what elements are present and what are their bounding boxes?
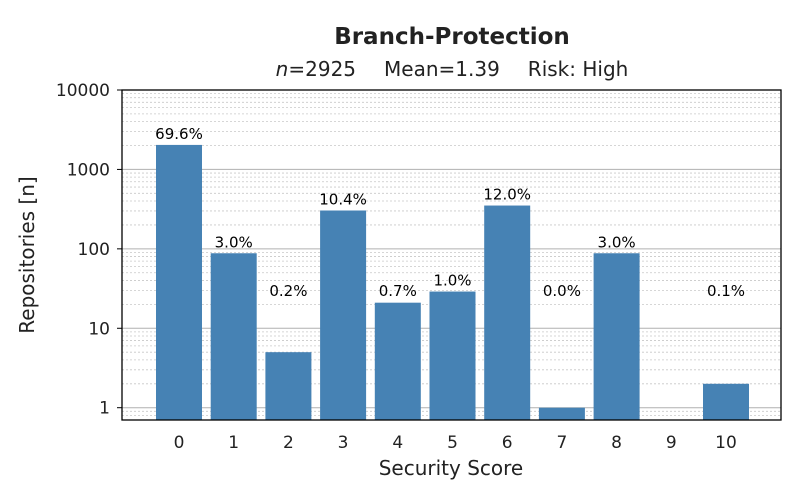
bar-2 xyxy=(265,352,312,420)
data-label-10: 0.1% xyxy=(707,282,745,300)
bar-4 xyxy=(374,302,421,420)
bar-8 xyxy=(593,253,640,420)
data-label-4: 0.7% xyxy=(379,282,417,300)
bar-3 xyxy=(320,210,367,420)
data-label-5: 1.0% xyxy=(433,272,471,290)
x-axis-label: Security Score xyxy=(379,456,524,480)
y-tick-label: 1 xyxy=(99,399,110,419)
data-labels: 69.6% 3.0% 0.2% 10.4% 0.7% 1.0% 12.0% 0.0% 3.0% 0… xyxy=(155,125,745,300)
x-tick-label: 5 xyxy=(447,433,458,453)
bar-7 xyxy=(538,407,585,420)
bar-6 xyxy=(484,205,531,420)
mean-value: Mean=1.39 xyxy=(384,57,500,81)
data-label-3: 10.4% xyxy=(319,190,367,208)
x-tick-label: 4 xyxy=(392,433,403,453)
data-label-6: 12.0% xyxy=(483,186,531,204)
x-tick-label: 9 xyxy=(666,433,677,453)
x-tick-label: 10 xyxy=(715,433,737,453)
risk-value: Risk: High xyxy=(528,57,629,81)
y-ticks: 1 10 100 1000 10000 xyxy=(56,81,122,419)
x-tick-label: 2 xyxy=(283,433,294,453)
data-label-1: 3.0% xyxy=(215,233,253,251)
data-label-2: 0.2% xyxy=(269,282,307,300)
data-label-8: 3.0% xyxy=(598,233,636,251)
bar-5 xyxy=(429,291,476,420)
chart-subtitle: n=2925 Mean=1.39 Risk: High xyxy=(276,57,629,81)
y-axis-label: Repositories [n] xyxy=(15,176,39,333)
data-label-7: 0.0% xyxy=(543,282,581,300)
plot-frame xyxy=(121,89,782,421)
x-tick-label: 1 xyxy=(228,433,239,453)
x-tick-label: 8 xyxy=(611,433,622,453)
bar-1 xyxy=(210,253,257,420)
x-tick-label: 0 xyxy=(174,433,185,453)
n-label: n xyxy=(276,57,289,81)
y-tick-label: 100 xyxy=(78,240,110,260)
chart-title: Branch-Protection xyxy=(334,24,570,50)
x-tick-label: 3 xyxy=(338,433,349,453)
bar-10 xyxy=(703,383,749,420)
x-ticks: 0 1 2 3 4 5 6 7 8 9 10 xyxy=(174,433,737,453)
bar-0 xyxy=(156,144,202,421)
y-tick-label: 10000 xyxy=(56,81,110,101)
data-label-0: 69.6% xyxy=(155,125,203,143)
y-tick-label: 1000 xyxy=(67,160,110,180)
n-value: =2925 xyxy=(288,57,356,81)
y-tick-label: 10 xyxy=(88,319,110,339)
bars xyxy=(156,144,749,421)
x-tick-label: 6 xyxy=(502,433,513,453)
x-tick-label: 7 xyxy=(556,433,567,453)
